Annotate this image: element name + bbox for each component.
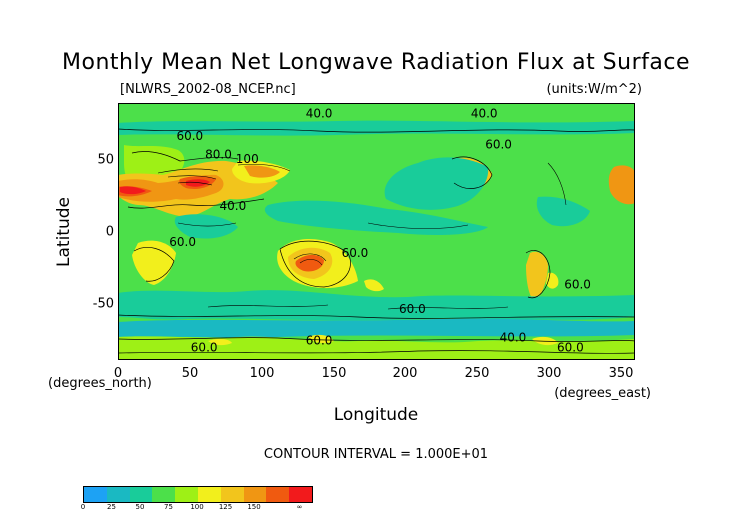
contour-value-label: 40.0 <box>220 199 247 213</box>
colorbar-tick-label: ∞ <box>296 503 303 511</box>
colorbar-swatch <box>243 487 267 502</box>
region-cyan-subantarctic <box>118 318 635 338</box>
contour-value-label: 60.0 <box>169 235 196 249</box>
region-orange-south-america <box>526 251 548 301</box>
x-tick-label: 250 <box>464 366 490 381</box>
region-yellow-pacific-patch <box>364 279 384 292</box>
colorbar-tick-label: 150 <box>247 503 261 511</box>
contour-value-label: 60.0 <box>564 278 591 292</box>
chart-title: Monthly Mean Net Longwave Radiation Flux… <box>62 50 690 75</box>
region-teal-tropical-atlantic <box>536 196 590 227</box>
colorbar-swatch <box>106 487 130 502</box>
x-unit-label: (degrees_east) <box>554 386 651 401</box>
x-tick-label: 200 <box>392 366 418 381</box>
x-tick-label: 300 <box>536 366 562 381</box>
y-tick-label: 0 <box>105 224 114 240</box>
heatmap-plot: 40.060.080.0 10040.060.060.060.060.040.06… <box>118 103 635 360</box>
region-orange-central-asia <box>244 165 280 178</box>
contour-interval-label: CONTOUR INTERVAL = 1.000E+01 <box>263 447 489 462</box>
colorbar-swatch <box>152 487 176 502</box>
region-orange-east-edge <box>608 165 635 205</box>
colorbar-swatch <box>220 487 244 502</box>
colorbar-swatch <box>84 487 107 502</box>
contour-value-label: 60.0 <box>176 129 203 143</box>
y-unit-label: (degrees_north) <box>48 376 152 391</box>
colorbar-swatch <box>175 487 198 502</box>
colorbar-swatch <box>289 487 312 502</box>
plot-frame <box>118 103 635 360</box>
region-teal-arctic <box>118 120 635 136</box>
region-red-australia <box>295 254 324 272</box>
region-yellow-southern-africa <box>132 240 176 285</box>
region-red-hotspots <box>120 179 210 195</box>
x-tick-label: 0 <box>113 366 123 381</box>
y-tick-label: 50 <box>97 152 114 168</box>
region-teal-southern-ocean <box>118 290 635 321</box>
contour-value-label: 60.0 <box>342 246 369 260</box>
units-label: (units:W/m^2) <box>546 82 642 97</box>
x-tick-label: 100 <box>249 366 275 381</box>
contour-value-label: 60.0 <box>306 333 333 347</box>
colorbar-swatch <box>197 487 221 502</box>
contour-value-label: 60.0 <box>399 302 426 316</box>
contour-value-label: 60.0 <box>485 138 512 152</box>
x-tick-label: 150 <box>321 366 347 381</box>
colorbar-tick-label: 50 <box>135 503 145 511</box>
source-file-label: [NLWRS_2002-08_NCEP.nc] <box>120 82 296 97</box>
colorbar <box>83 486 313 503</box>
colorbar-swatch <box>266 487 290 502</box>
colorbar-swatch <box>129 487 153 502</box>
colorbar-tick-label: 0 <box>80 503 86 511</box>
region-teal-north-pacific <box>384 157 489 210</box>
contour-value-label: 80.0 <box>205 148 232 162</box>
contour-value-label: 40.0 <box>471 106 498 120</box>
contour-lines-zonal <box>118 128 635 354</box>
region-teal-indian-ocean <box>174 214 238 239</box>
y-tick-label: -50 <box>92 296 114 312</box>
x-axis-label: Longitude <box>333 405 419 425</box>
contour-label-layer: 40.060.080.0 10040.060.060.060.060.040.06… <box>169 106 591 354</box>
contour-lines-secondary <box>157 162 567 310</box>
x-tick-label: 50 <box>181 366 199 381</box>
region-yellowgreen-antarctica <box>118 336 635 360</box>
contour-value-label: 40.0 <box>306 106 333 120</box>
contour-value-label: 40.0 <box>500 330 527 344</box>
contour-value-label: 100 <box>236 152 259 166</box>
colorbar-tick-label: 25 <box>107 503 116 511</box>
x-tick-label: 350 <box>608 366 634 381</box>
plot-area: 40.0 60.0 80.0 100 40.0 60.0 60.0 60.0 60.0 40.0 6… <box>118 103 635 360</box>
contour-value-label: 60.0 <box>557 340 584 354</box>
contour-value-label: 60.0 <box>191 340 218 354</box>
contour-lines-primary <box>127 151 551 299</box>
y-axis-label: Latitude <box>54 197 74 267</box>
region-teal-equatorial-pacific <box>264 200 488 235</box>
colorbar-tick-label: 100 <box>190 503 204 511</box>
colorbar-labels: 0 25 50 75 100 125 150 ∞ <box>80 503 311 515</box>
colorbar-tick-label: 75 <box>164 503 173 511</box>
colorbar-tick-label: 125 <box>218 503 233 511</box>
